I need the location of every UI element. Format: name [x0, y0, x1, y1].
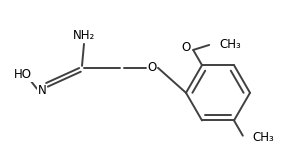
Text: CH₃: CH₃: [253, 131, 274, 144]
Text: N: N: [38, 84, 46, 97]
Text: HO: HO: [14, 68, 32, 81]
Text: O: O: [181, 41, 190, 54]
Text: NH₂: NH₂: [73, 29, 95, 42]
Text: CH₃: CH₃: [219, 38, 241, 51]
Text: O: O: [148, 61, 157, 74]
